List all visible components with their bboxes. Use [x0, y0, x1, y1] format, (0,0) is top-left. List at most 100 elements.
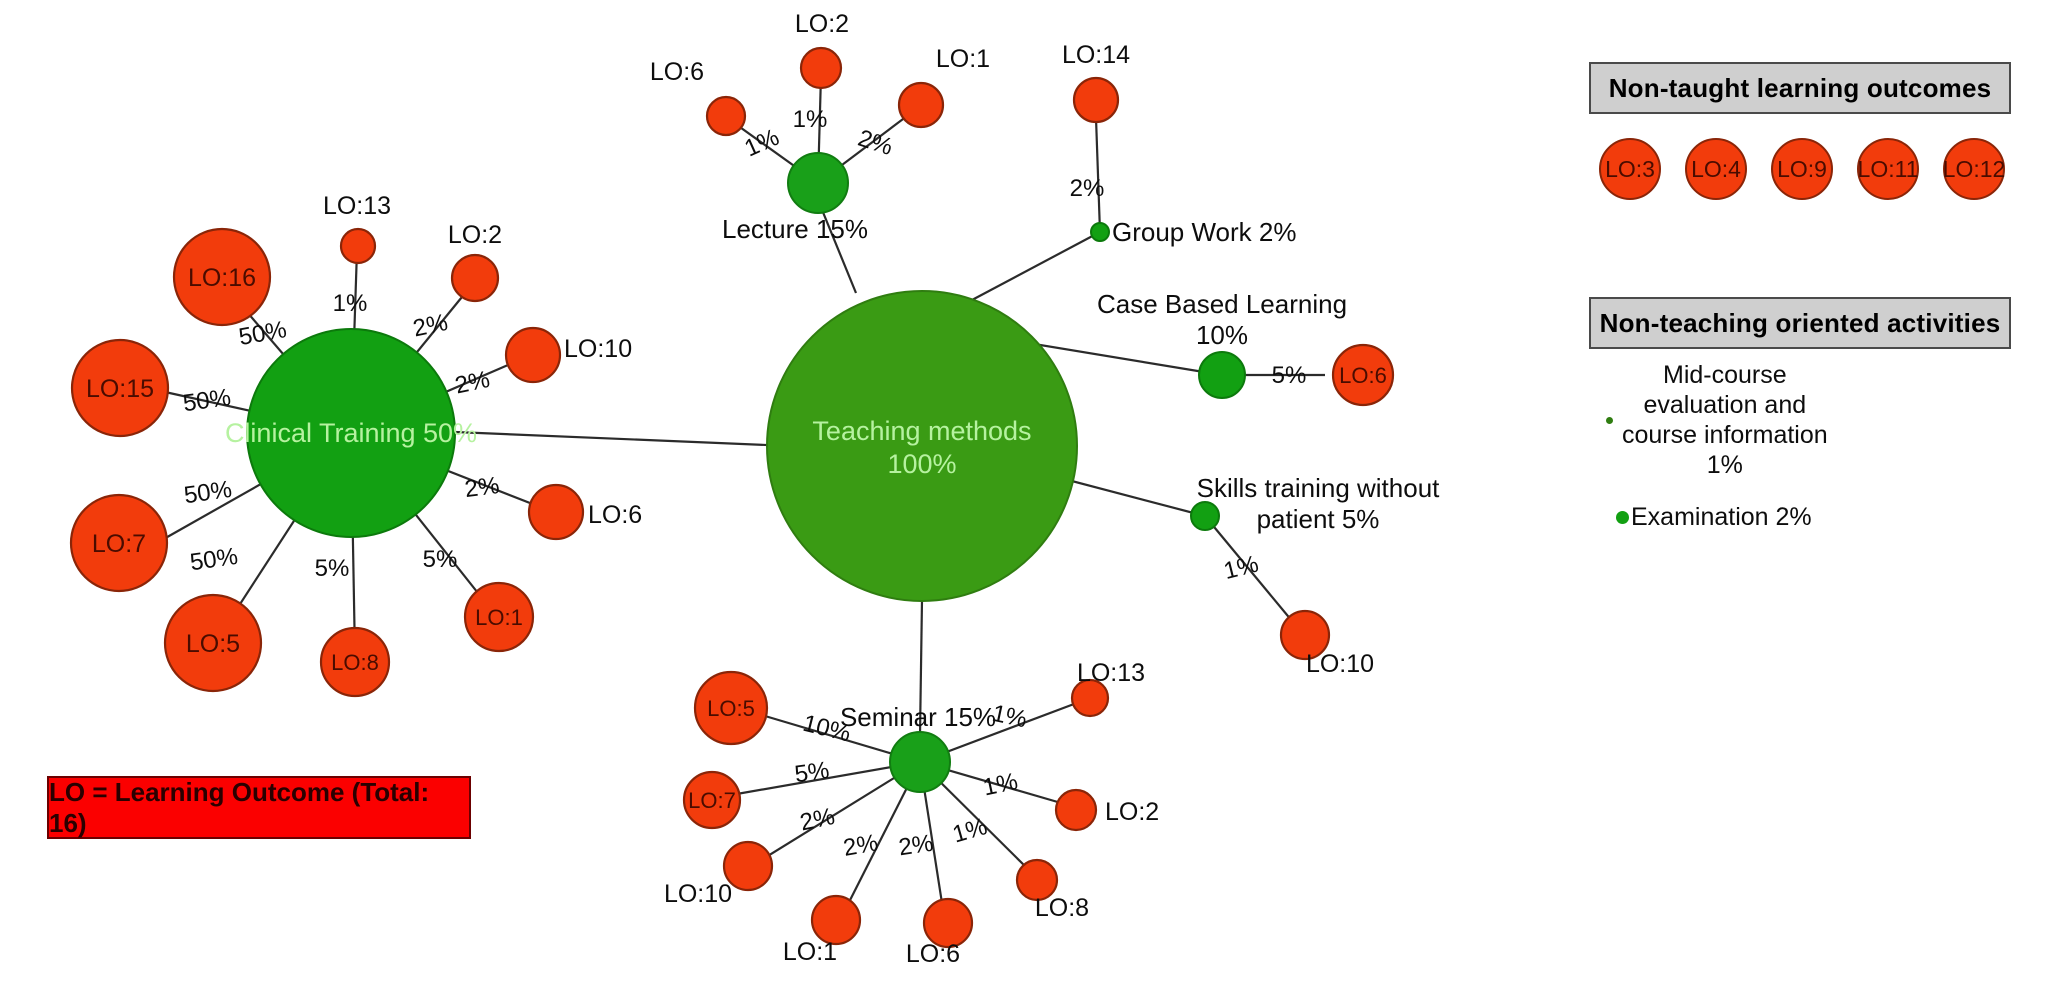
- edge-label-clinical-lo7: 50%: [182, 476, 233, 509]
- node-teaching-methods[interactable]: [766, 290, 1078, 602]
- activity-mid-course-evaluation[interactable]: Mid-course evaluation and course informa…: [1606, 360, 1828, 480]
- non-teaching-activities-list: Mid-course evaluation and course informa…: [1589, 360, 2019, 550]
- chip-lo4[interactable]: LO:4: [1685, 138, 1747, 200]
- edge-label-clinical-lo5: 50%: [188, 543, 239, 576]
- node-seminar-lo5-label: LO:5: [707, 696, 755, 721]
- edge-label-clinical-lo13: 1%: [333, 290, 368, 317]
- edge-seminar-lo7: [730, 760, 921, 797]
- node-teaching-methods-line1: Teaching methods: [812, 416, 1031, 446]
- chip-lo11[interactable]: LO:11: [1857, 138, 1919, 200]
- node-clinical-lo10-label: LO:10: [564, 335, 632, 363]
- edge-root-lecture: [816, 199, 858, 294]
- node-seminar-lo10[interactable]: [722, 840, 774, 892]
- node-seminar-label: Seminar 15%: [840, 702, 996, 732]
- chip-lo12[interactable]: LO:12: [1943, 138, 2005, 200]
- edge-root-seminar: [918, 599, 924, 736]
- lo-definition-legend: LO = Learning Outcome (Total: 16): [47, 776, 471, 839]
- node-lecture-lo6-label: LO:6: [650, 58, 704, 86]
- chip-lo9[interactable]: LO:9: [1771, 138, 1833, 200]
- node-lecture-lo1[interactable]: [897, 81, 945, 129]
- edge-label-clinical-lo2: 2%: [411, 309, 451, 343]
- edge-groupwork-lo14: [1094, 117, 1102, 233]
- root-node-group: Teaching methods 100%: [766, 290, 1078, 602]
- node-seminar-lo1[interactable]: [810, 894, 862, 946]
- edge-label-clinical-lo1: 5%: [423, 546, 458, 573]
- node-group-work-label: Group Work 2%: [1112, 217, 1296, 247]
- node-clinical-lo8[interactable]: [319, 626, 391, 698]
- node-clinical-training[interactable]: [246, 328, 456, 538]
- cluster-seminar: Seminar 15% LO:5 LO:7 LO:10 LO:1 LO:6 LO…: [664, 659, 1159, 968]
- edge-label-seminar-lo10: 2%: [798, 803, 838, 837]
- edge-root-casebased: [1009, 338, 1223, 377]
- green-dot-icon: [1616, 511, 1629, 524]
- edge-label-groupwork-lo14: 2%: [1070, 175, 1105, 202]
- edge-label-seminar-lo8: 1%: [950, 813, 991, 849]
- node-seminar-lo2-label: LO:2: [1105, 798, 1159, 826]
- node-groupwork-lo14-label: LO:14: [1062, 41, 1130, 69]
- node-clinical-lo5-label: LO:5: [186, 630, 240, 658]
- node-clinical-lo8-label: LO:8: [331, 650, 379, 675]
- node-groupwork-lo14[interactable]: [1072, 76, 1120, 124]
- node-seminar-lo8-label: LO:8: [1035, 894, 1089, 922]
- edge-label-casebased-lo6: 5%: [1272, 362, 1307, 389]
- node-teaching-methods-line2: 100%: [887, 449, 956, 479]
- node-seminar-lo2[interactable]: [1054, 788, 1098, 832]
- chip-lo3[interactable]: LO:3: [1599, 138, 1661, 200]
- edge-label-clinical-lo16: 50%: [237, 316, 289, 351]
- node-lecture-lo2[interactable]: [799, 46, 843, 90]
- node-clinical-lo13-label: LO:13: [323, 192, 391, 220]
- node-seminar-lo1-label: LO:1: [783, 938, 837, 966]
- edge-label-seminar-lo6: 2%: [897, 830, 935, 862]
- node-seminar-lo13[interactable]: [1070, 678, 1110, 718]
- node-case-based-learning[interactable]: [1198, 351, 1246, 399]
- cluster-lecture: Lecture 15% LO:6 LO:2 LO:1 1% 1% 2%: [650, 10, 990, 244]
- node-clinical-lo6-label: LO:6: [588, 501, 642, 529]
- node-clinical-training-label: Clinical Training 50%: [225, 418, 477, 448]
- node-seminar-lo6[interactable]: [922, 897, 974, 949]
- node-clinical-lo7[interactable]: [69, 493, 169, 593]
- activity-examination[interactable]: Examination 2%: [1616, 503, 1812, 532]
- cluster-group-work: Group Work 2% LO:14 2%: [1062, 41, 1297, 247]
- node-lecture-lo2-label: LO:2: [795, 10, 849, 38]
- edge-label-skills-lo10: 1%: [1221, 550, 1261, 585]
- node-lecture-lo6[interactable]: [705, 95, 747, 137]
- node-clinical-lo16[interactable]: [172, 227, 272, 327]
- node-clinical-lo16-label: LO:16: [188, 264, 256, 292]
- node-clinical-lo2-label: LO:2: [448, 221, 502, 249]
- cluster-case-based-learning: Case Based Learning 10% LO:6 5%: [1097, 289, 1395, 407]
- node-seminar-lo8[interactable]: [1015, 858, 1059, 902]
- node-seminar[interactable]: [889, 731, 951, 793]
- node-clinical-lo10[interactable]: [504, 326, 562, 384]
- node-lecture-label: Lecture 15%: [722, 214, 868, 244]
- edge-label-lecture-lo2: 1%: [793, 106, 828, 133]
- node-clinical-lo6[interactable]: [527, 483, 585, 541]
- panel-header-non-taught-learning-outcomes: Non-taught learning outcomes: [1589, 62, 2011, 114]
- node-skills-lo10-label: LO:10: [1306, 650, 1374, 678]
- node-case-based-line2: 10%: [1196, 320, 1248, 350]
- node-clinical-lo5[interactable]: [163, 593, 263, 693]
- edge-label-seminar-lo1: 2%: [841, 829, 880, 862]
- node-lecture[interactable]: [787, 152, 849, 214]
- cluster-clinical-training: Clinical Training 50% LO:16 LO:15 LO:7 L…: [69, 192, 642, 698]
- node-group-work[interactable]: [1090, 222, 1110, 242]
- node-skills-lo10[interactable]: [1279, 609, 1331, 661]
- edge-label-clinical-lo10: 2%: [453, 366, 493, 400]
- edge-skills-lo10: [1204, 515, 1298, 628]
- green-dot-icon-small: [1606, 416, 1613, 424]
- node-seminar-lo5[interactable]: [693, 670, 769, 746]
- edge-root-groupwork: [971, 231, 1101, 301]
- node-case-based-line1: Case Based Learning: [1097, 289, 1347, 319]
- node-seminar-lo7[interactable]: [682, 770, 742, 830]
- cluster-skills-training: Skills training without patient 5% LO:10…: [1190, 473, 1441, 678]
- node-skills-line1: Skills training without: [1197, 473, 1441, 503]
- node-clinical-lo15[interactable]: [70, 338, 170, 438]
- node-skills-training[interactable]: [1190, 501, 1220, 531]
- activity-mid-course-label: Mid-course evaluation and course informa…: [1622, 361, 1828, 479]
- node-clinical-lo2[interactable]: [450, 253, 500, 303]
- node-casebased-lo6[interactable]: [1331, 343, 1395, 407]
- node-clinical-lo13[interactable]: [339, 227, 377, 265]
- node-clinical-lo1[interactable]: [463, 581, 535, 653]
- non-taught-outcomes-list: LO:3 LO:4 LO:9 LO:11 LO:12: [1599, 138, 2005, 200]
